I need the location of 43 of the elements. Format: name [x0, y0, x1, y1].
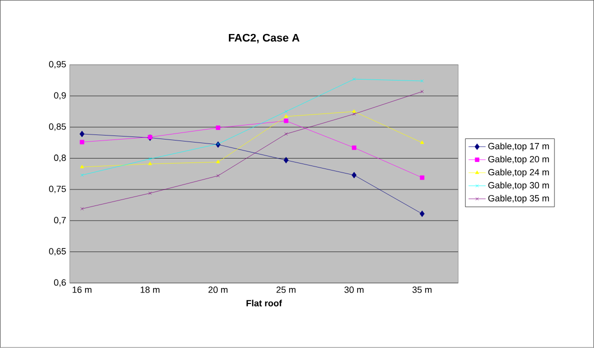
point	[148, 192, 152, 195]
y-tick-label: 0,7	[54, 217, 66, 224]
legend-label: Gable,top 30 m	[488, 182, 549, 190]
y-tick-label: 0,8	[54, 154, 66, 162]
legend-label: Gable,top 24 m	[488, 168, 549, 178]
point	[284, 110, 288, 114]
point	[216, 160, 220, 164]
point	[352, 172, 357, 178]
y-tick-label: 0,95	[49, 61, 66, 69]
legend-label: Gable,top 35 m	[488, 194, 549, 204]
y-tick-label: 0,6	[54, 279, 66, 287]
legend-label: Gable,top 20 m	[488, 156, 549, 164]
point	[80, 130, 84, 138]
point	[80, 140, 84, 144]
x-axis-title: Flat roof	[246, 300, 282, 307]
chart-title: FAC2, Case A	[228, 34, 300, 44]
point	[148, 157, 152, 161]
x-tick-label: 16 m	[72, 286, 92, 294]
legend-label: Gable,top 17 m	[488, 142, 549, 152]
point	[216, 126, 220, 130]
y-tick-label: 0,65	[49, 248, 66, 256]
y-tick-label: 0,75	[49, 186, 66, 194]
point	[284, 132, 288, 136]
x-tick-label: 25 m	[276, 286, 296, 294]
point	[352, 78, 356, 81]
point	[80, 164, 84, 168]
point	[420, 176, 424, 180]
x-tick-label: 30 m	[344, 286, 364, 294]
y-tick-label: 0,85	[49, 124, 66, 131]
x-tick-label: 20 m	[208, 286, 228, 294]
point	[284, 118, 288, 124]
point	[420, 140, 424, 144]
x-tick-label: 18 m	[140, 286, 160, 294]
point	[352, 112, 356, 116]
point	[284, 114, 288, 118]
point	[216, 174, 220, 178]
point	[352, 146, 356, 150]
point	[352, 109, 356, 113]
point	[420, 210, 425, 218]
point	[284, 157, 289, 164]
y-tick-label: 0,9	[54, 92, 66, 100]
point	[148, 162, 152, 166]
x-tick-label: 35 m	[412, 286, 432, 294]
